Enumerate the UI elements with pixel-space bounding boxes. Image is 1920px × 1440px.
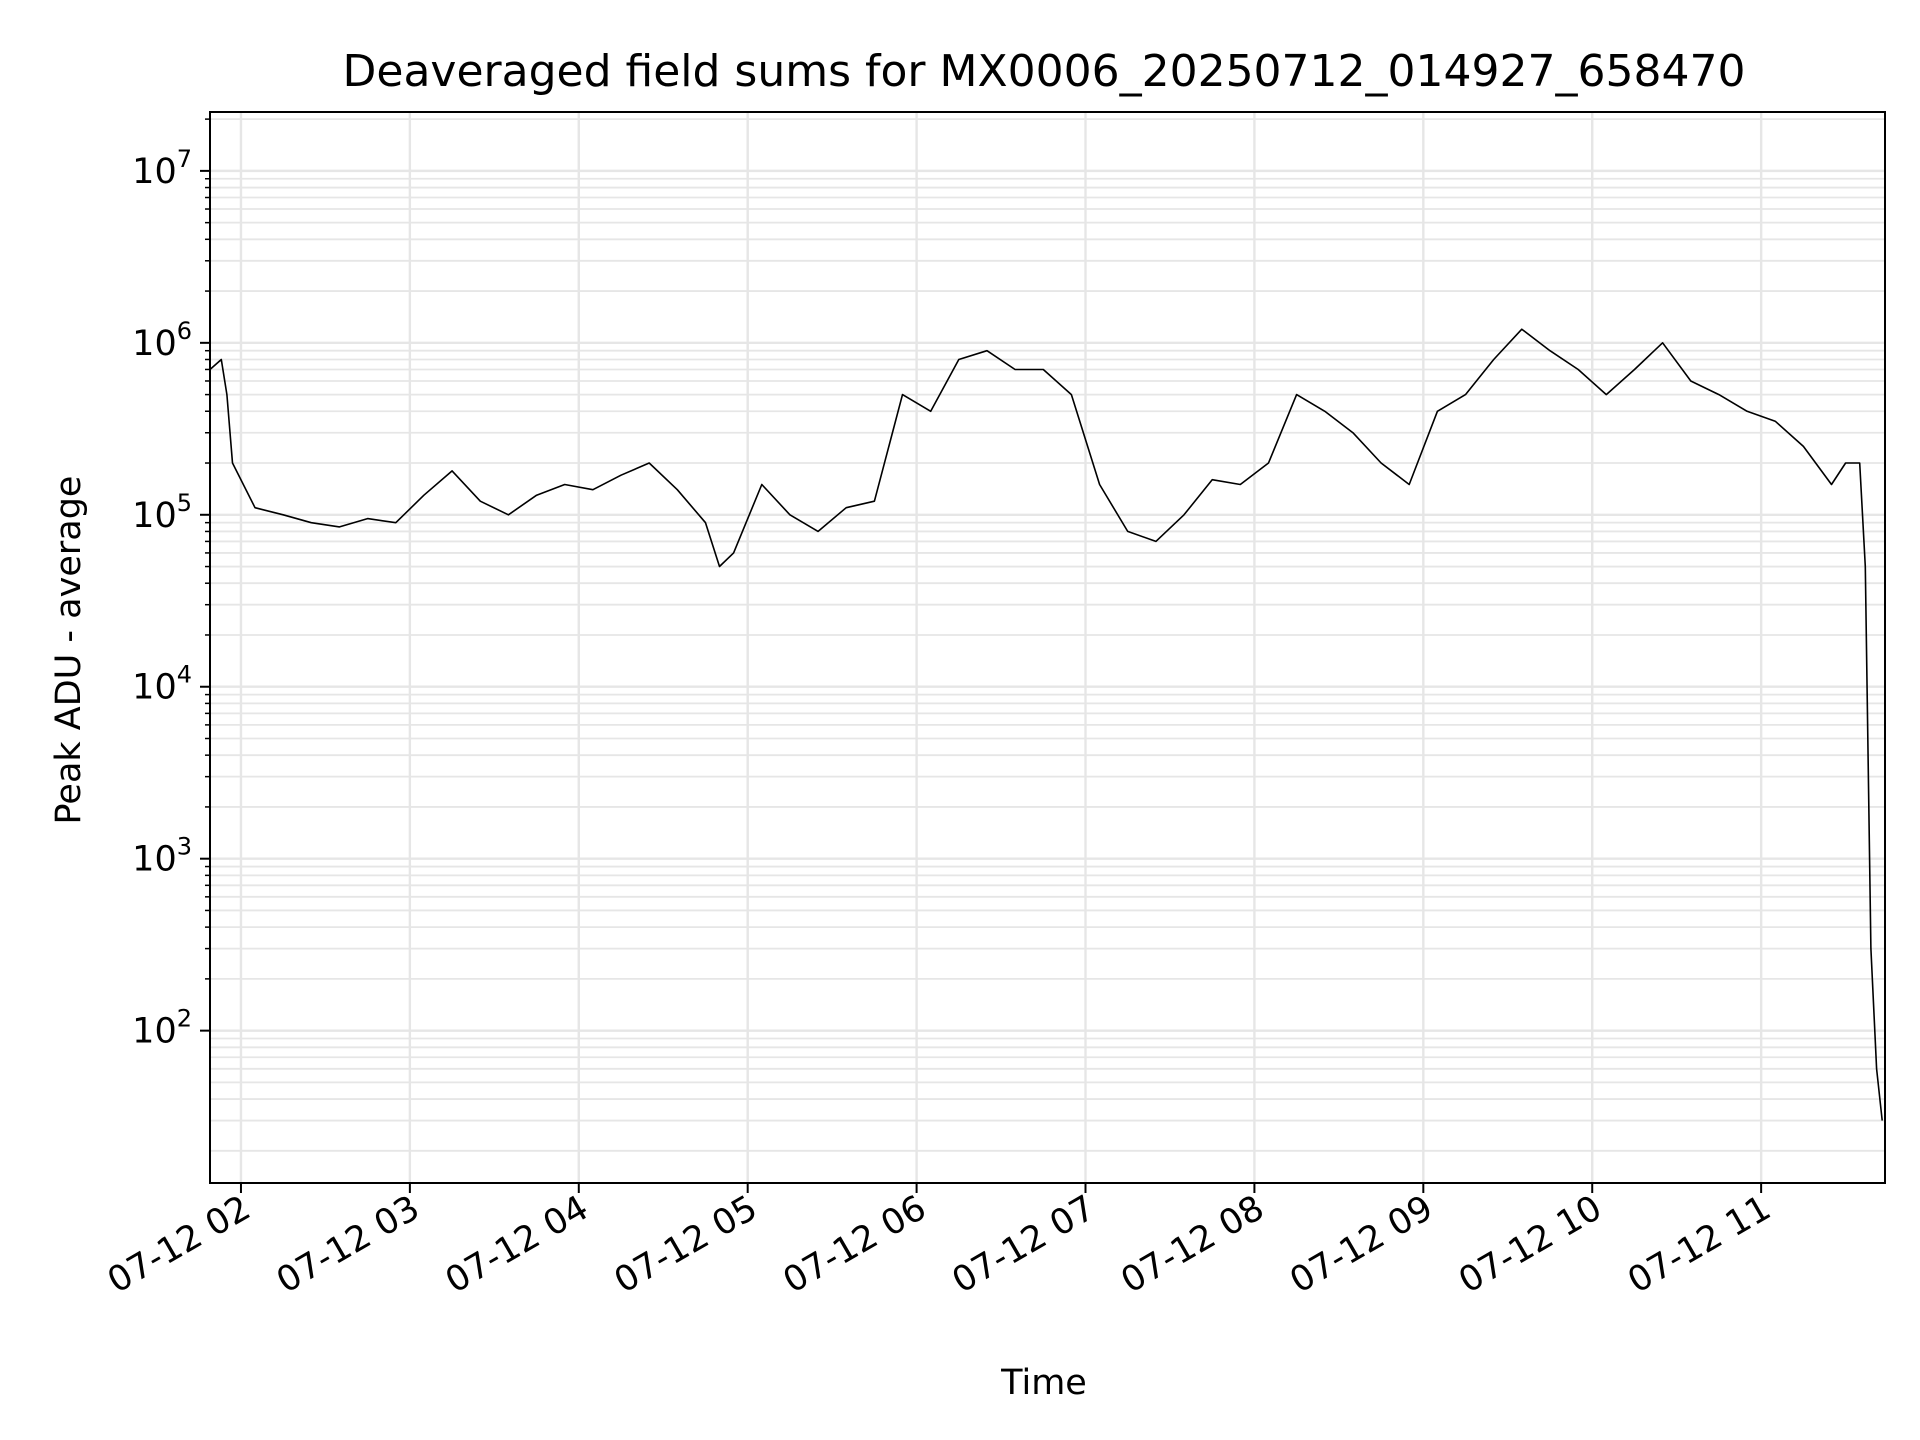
series-line [209,328,1883,1121]
y-axis-label: Peak ADU - average [49,476,89,825]
plot-line [209,328,1883,1121]
chart-title: Deaveraged field sums for MX0006_2025071… [343,46,1746,97]
x-axis-label: Time [1000,1363,1087,1403]
grid [210,112,1885,1183]
plot-frame [209,111,1886,1184]
y-tick-label: 104 [132,661,192,708]
